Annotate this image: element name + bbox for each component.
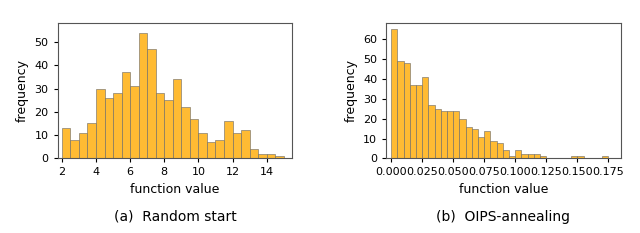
Bar xyxy=(147,49,156,158)
Bar xyxy=(139,33,147,158)
Bar xyxy=(527,154,534,158)
Bar xyxy=(113,93,122,158)
Bar xyxy=(484,131,490,158)
Bar xyxy=(70,140,79,158)
Bar xyxy=(453,111,460,158)
Bar xyxy=(422,77,428,158)
Bar xyxy=(503,151,509,158)
X-axis label: function value: function value xyxy=(131,183,220,196)
Bar xyxy=(173,79,181,158)
Bar xyxy=(534,154,540,158)
Bar xyxy=(478,137,484,158)
Bar xyxy=(250,149,258,158)
Bar xyxy=(403,63,410,158)
Bar xyxy=(224,121,232,158)
Bar xyxy=(540,156,547,158)
Bar xyxy=(62,128,70,158)
Y-axis label: frequency: frequency xyxy=(16,59,29,122)
Bar xyxy=(435,109,441,158)
Bar xyxy=(571,156,577,158)
Bar xyxy=(602,156,609,158)
Bar xyxy=(275,156,284,158)
Bar xyxy=(79,133,88,158)
X-axis label: function value: function value xyxy=(459,183,548,196)
Bar xyxy=(460,119,465,158)
Bar xyxy=(267,154,275,158)
Bar xyxy=(441,111,447,158)
Bar xyxy=(509,156,515,158)
Bar xyxy=(410,85,416,158)
Bar xyxy=(130,86,139,158)
Bar xyxy=(104,98,113,158)
Bar xyxy=(416,85,422,158)
Y-axis label: frequency: frequency xyxy=(344,59,357,122)
Bar xyxy=(391,29,397,158)
Bar xyxy=(577,156,584,158)
Bar xyxy=(156,93,164,158)
Bar xyxy=(198,133,207,158)
Bar xyxy=(522,154,527,158)
Bar xyxy=(122,72,130,158)
Bar xyxy=(258,154,267,158)
Bar xyxy=(497,143,503,158)
Bar xyxy=(207,142,216,158)
Bar xyxy=(447,111,453,158)
Bar xyxy=(465,127,472,158)
Bar xyxy=(190,119,198,158)
Bar xyxy=(472,129,478,158)
Bar xyxy=(397,61,403,158)
Bar xyxy=(181,107,190,158)
Bar xyxy=(164,100,173,158)
Text: (a)  Random start: (a) Random start xyxy=(113,210,236,224)
Text: (b)  OIPS-annealing: (b) OIPS-annealing xyxy=(436,210,570,224)
Bar xyxy=(216,140,224,158)
Bar xyxy=(241,130,250,158)
Bar xyxy=(96,89,104,158)
Bar xyxy=(428,105,435,158)
Bar xyxy=(88,123,96,158)
Bar xyxy=(232,133,241,158)
Bar xyxy=(515,151,522,158)
Bar xyxy=(490,140,497,158)
